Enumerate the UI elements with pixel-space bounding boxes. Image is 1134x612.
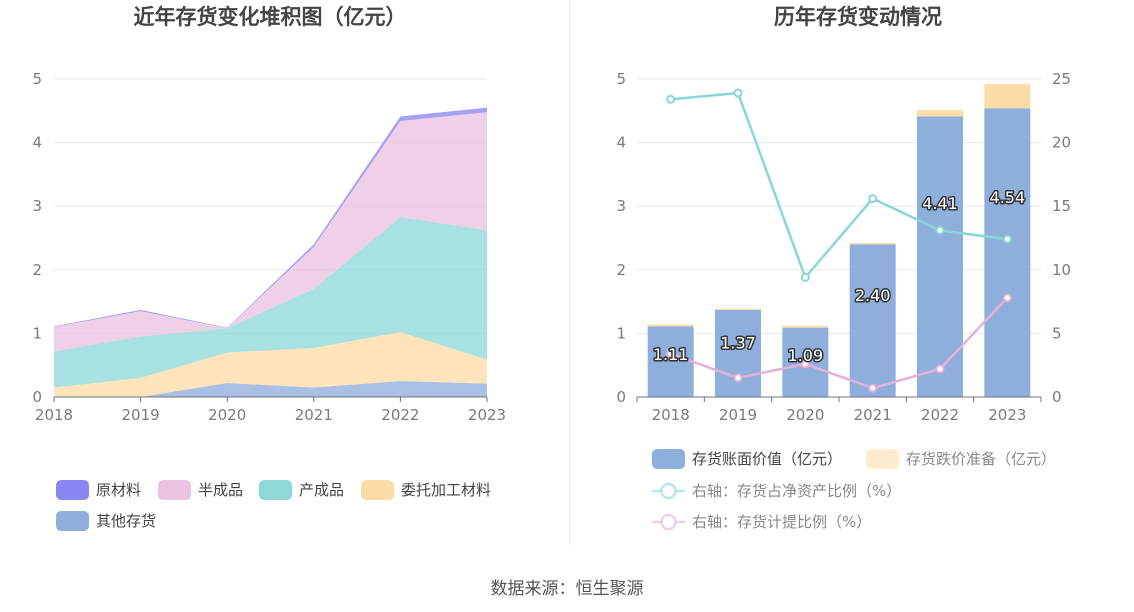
legend-label: 产成品 — [299, 481, 344, 499]
right-y-tick-label: 1 — [616, 324, 626, 342]
right-y2-tick-label: 5 — [1052, 324, 1062, 342]
right-grid — [637, 78, 1041, 334]
right-x-tick-label: 2021 — [854, 406, 892, 424]
legend-line-marker-dot — [660, 482, 677, 500]
bar-impairment — [782, 325, 829, 328]
left-y-tick-label: 5 — [32, 70, 42, 88]
bar-data-label: 1.09 — [788, 346, 824, 365]
line-point — [868, 194, 878, 204]
right-y2-tick-label: 0 — [1052, 388, 1062, 406]
area-series — [54, 381, 487, 397]
line-series — [670, 91, 1008, 280]
right-chart-title: 历年存货变动情况 — [774, 5, 942, 29]
legend-swatch — [259, 480, 292, 500]
legend-label: 委托加工材料 — [401, 481, 491, 499]
line-series — [670, 296, 1009, 390]
right-legend: 存货账面价值（亿元） 存货跌价准备（亿元） 右轴：存货占净资产比例（%） 右轴：存货计… — [652, 449, 1056, 531]
right-x-tick-label: 2020 — [786, 406, 824, 424]
bar-data-label: 4.41 — [922, 194, 958, 213]
bar-data-label: 4.54 — [990, 188, 1026, 207]
left-chart-title: 近年存货变化堆积图（亿元） — [134, 5, 407, 29]
right-y2-tick-label: 25 — [1052, 70, 1071, 88]
right-y-tick-label: 5 — [616, 70, 626, 88]
legend-label: 半成品 — [198, 481, 243, 499]
legend-label: 其他存货 — [96, 512, 156, 530]
line-point — [733, 88, 743, 98]
line-point — [666, 349, 676, 359]
area-series — [54, 332, 487, 397]
bar-book-value — [917, 116, 963, 398]
left-y-tick-label: 4 — [32, 134, 42, 152]
area-series — [54, 217, 487, 388]
right-x-tick-label: 2019 — [719, 406, 757, 424]
bar-book-value — [849, 244, 896, 397]
legend-swatch — [56, 480, 89, 500]
left-x-tick-label: 2023 — [468, 406, 506, 424]
line-point — [1002, 234, 1012, 244]
line-point — [868, 383, 878, 393]
left-x-tick-label: 2019 — [122, 406, 160, 424]
left-y-tick-label: 1 — [32, 324, 42, 342]
area-series — [54, 112, 487, 352]
right-y2-tick-label: 10 — [1052, 261, 1071, 279]
left-area-series — [54, 107, 487, 397]
legend-label: 存货跌价准备（亿元） — [906, 450, 1056, 468]
right-x-tick-label: 2023 — [988, 406, 1026, 424]
line-point — [935, 364, 945, 374]
legend-line-marker-dot — [660, 513, 677, 531]
bar-impairment — [647, 324, 694, 327]
right-y2-tick-label: 20 — [1052, 134, 1071, 152]
bar-impairment — [917, 110, 963, 117]
left-y-tick-label: 0 — [32, 388, 42, 406]
line-point — [800, 272, 810, 282]
left-axis: 0 1 2 3 4 5 2018 2019 2020 2021 2022 2023 — [32, 70, 506, 424]
line-point — [935, 225, 945, 235]
bar-book-value — [647, 326, 694, 397]
line-point — [800, 359, 810, 369]
left-x-tick-label: 2022 — [381, 406, 419, 424]
left-y-tick-label: 3 — [32, 197, 42, 215]
line-point — [1002, 293, 1012, 303]
bar-data-label: 1.37 — [720, 333, 756, 352]
right-data-labels: 1.11 1.37 1.09 2.40 4.41 4.54 — [651, 187, 1026, 367]
bar-book-value — [715, 309, 761, 397]
right-y-tick-label: 0 — [616, 388, 626, 406]
bar-line-chart: 历年存货变动情况 1.11 1.37 1.09 2.40 4.41 4.54 0 1 2 3 4 5… — [616, 5, 1071, 531]
legend-label: 原材料 — [96, 481, 141, 499]
right-x-tick-label: 2022 — [921, 406, 959, 424]
legend-swatch — [866, 449, 899, 469]
line-point — [666, 94, 676, 104]
bar-data-label: 2.40 — [855, 286, 891, 305]
left-y-tick-label: 2 — [32, 261, 42, 279]
right-line-series — [666, 88, 1012, 393]
stacked-area-chart: 近年存货变化堆积图（亿元） 0 1 2 3 4 5 2018 2019 2020 2021 2022… — [32, 5, 506, 531]
left-x-tick-label: 2021 — [295, 406, 333, 424]
right-x-tick-label: 2018 — [652, 406, 690, 424]
left-x-tick-label: 2018 — [35, 406, 73, 424]
bar-impairment — [715, 308, 761, 310]
right-y-tick-label: 4 — [616, 134, 626, 152]
right-y-tick-label: 3 — [616, 197, 626, 215]
legend-label: 存货账面价值（亿元） — [692, 450, 842, 468]
right-y-tick-label: 2 — [616, 261, 626, 279]
legend-swatch — [361, 480, 394, 500]
legend-label: 右轴：存货计提比例（%） — [692, 513, 871, 531]
right-y2-tick-label: 15 — [1052, 197, 1071, 215]
left-x-tick-label: 2020 — [208, 406, 246, 424]
bar-impairment — [984, 84, 1031, 109]
legend-swatch — [652, 449, 685, 469]
bar-book-value — [984, 108, 1031, 398]
legend-swatch — [56, 511, 89, 531]
data-source-note: 数据来源：恒生聚源 — [490, 579, 644, 599]
legend-swatch — [158, 480, 191, 500]
bar-impairment — [849, 243, 896, 245]
right-bar-series — [647, 84, 1031, 398]
right-axes: 0 1 2 3 4 5 0 5 10 15 20 25 2018 2019 2020 2021 2022 2023 — [616, 70, 1071, 424]
line-point — [733, 373, 743, 383]
legend-label: 右轴：存货占净资产比例（%） — [692, 482, 901, 500]
bar-data-label: 1.11 — [653, 345, 689, 364]
chart-divider — [569, 0, 570, 545]
